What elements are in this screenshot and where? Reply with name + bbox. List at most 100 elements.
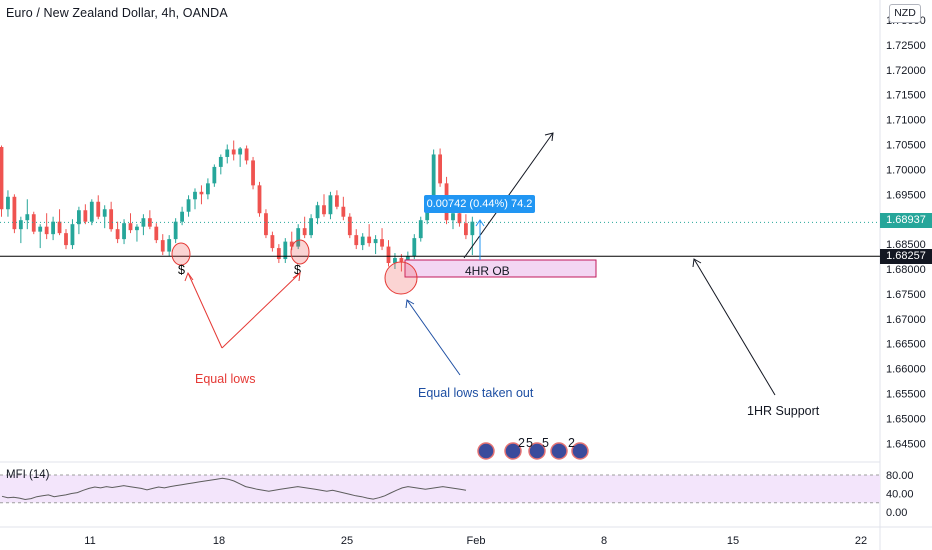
candle-body: [276, 248, 281, 260]
price-tick-label: 1.67000: [886, 314, 926, 326]
candle-body: [470, 221, 475, 236]
dollar-mark: $: [294, 263, 301, 277]
event-flag-icon: [477, 442, 495, 460]
candle-body: [283, 241, 288, 260]
price-tick-label: 1.72500: [886, 40, 926, 52]
candle-body: [102, 209, 107, 217]
currency-button[interactable]: NZD: [889, 4, 921, 23]
event-flag-icon: [528, 442, 546, 460]
mfi-indicator-label[interactable]: MFI (14): [6, 469, 50, 481]
ob-label: 4HR OB: [465, 264, 510, 278]
candle-body: [147, 218, 152, 227]
candle-body: [70, 224, 75, 246]
liquidity-sweep-circle: [384, 261, 418, 295]
time-tick-label: Feb: [467, 535, 486, 547]
price-tick-label: 1.71000: [886, 115, 926, 127]
candle-body: [405, 256, 410, 262]
candle-body: [309, 218, 313, 236]
candle-body: [360, 236, 365, 246]
candle-body: [386, 246, 391, 264]
time-tick-label: 11: [84, 535, 95, 547]
candle-body: [31, 214, 36, 232]
candle-body: [367, 236, 372, 244]
event-count-label: 2: [518, 436, 525, 450]
candle-body: [225, 149, 230, 157]
equal-lows-label: Equal lows: [195, 372, 255, 386]
candle-body: [38, 226, 43, 232]
time-tick-label: 18: [213, 535, 225, 547]
price-tick-label: 1.64500: [886, 438, 926, 450]
current-price-tag: 1.68937: [880, 213, 932, 228]
support-arrow: [693, 258, 776, 396]
event-flag-icon: [504, 442, 522, 460]
price-tick-label: 1.65500: [886, 389, 926, 401]
price-tick-label: 1.69500: [886, 189, 926, 201]
candle-body: [193, 191, 197, 200]
candle-body: [57, 221, 62, 234]
candle-body: [135, 226, 139, 231]
equal-lows-taken-label: Equal lows taken out: [418, 386, 534, 400]
mfi-line: [1, 477, 467, 501]
candle-body: [264, 213, 268, 236]
price-range-measure[interactable]: 0.00742 (0.44%) 74.2: [424, 195, 535, 213]
candle-body: [296, 228, 301, 247]
arrow-head: [475, 219, 485, 227]
time-tick-label: 15: [727, 535, 739, 547]
price-tick-label: 1.66500: [886, 339, 926, 351]
price-tick-label: 1.67500: [886, 289, 926, 301]
candle-body: [141, 218, 146, 227]
price-tick-label: 1.70000: [886, 164, 926, 176]
candle-body: [109, 209, 114, 230]
candle-body: [464, 223, 468, 236]
price-tick-label: 1.70500: [886, 140, 926, 152]
candle-body: [180, 211, 184, 222]
candle-body: [25, 214, 30, 221]
candle-body: [0, 146, 4, 210]
candle-body: [412, 238, 417, 257]
candle-body: [206, 183, 210, 195]
price-tick-label: 1.68000: [886, 264, 926, 276]
arrow-head: [692, 258, 702, 268]
time-tick-label: 8: [601, 535, 607, 547]
arrow-head: [405, 299, 415, 309]
candle-body: [154, 226, 159, 241]
candle-body: [289, 241, 294, 247]
candle-body: [451, 213, 455, 221]
candle-body: [6, 196, 10, 210]
candle-body: [399, 258, 404, 262]
mfi-tick-label: 0.00: [886, 507, 907, 519]
dollar-mark: $: [178, 263, 185, 277]
arrow-head: [544, 132, 554, 142]
candle-body: [128, 223, 133, 231]
event-count-label: 5: [542, 436, 549, 450]
mfi-tick-label: 80.00: [886, 470, 914, 482]
price-tick-label: 1.68500: [886, 239, 926, 251]
support-price-tag: 1.68257: [880, 249, 932, 264]
candle-body: [231, 149, 236, 155]
event-flag-icon: [550, 442, 568, 460]
chart-title: Euro / New Zealand Dollar, 4h, OANDA: [6, 6, 228, 20]
event-flag-icon: [571, 442, 589, 460]
candle-body: [322, 205, 326, 215]
taken-out-arrow: [406, 299, 461, 376]
candle-body: [244, 148, 249, 161]
candle-body: [418, 220, 423, 239]
price-tick-label: 1.72000: [886, 65, 926, 77]
mfi-tick-label: 40.00: [886, 489, 914, 501]
candle-body: [257, 185, 262, 214]
price-tick-label: 1.71500: [886, 90, 926, 102]
candle-body: [335, 195, 339, 207]
equal-low-circle: [290, 239, 310, 265]
arrow-head: [184, 271, 194, 282]
price-tick-label: 1.66000: [886, 364, 926, 376]
candle-body: [122, 223, 126, 240]
candle-body: [199, 191, 204, 195]
arrow-head: [292, 271, 301, 282]
candle-body: [44, 226, 49, 235]
candle-body: [354, 235, 359, 246]
candle-body: [347, 216, 352, 236]
candle-body: [115, 229, 120, 240]
price-tick-label: 1.65000: [886, 413, 926, 425]
